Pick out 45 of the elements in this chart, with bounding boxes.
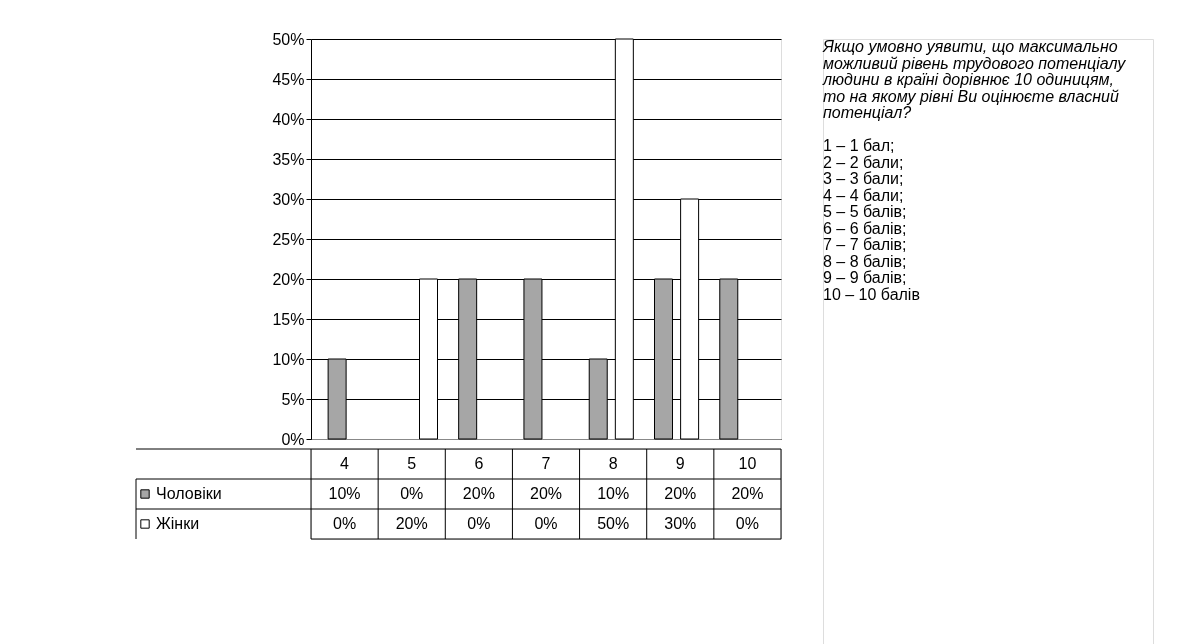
y-tick-label: 5% [281,390,305,408]
text: 3 – 3 бали; [823,170,904,187]
x-tick-label: 5 [407,455,417,472]
data-label: 30% [664,515,697,532]
y-tick-label: 0% [281,430,305,448]
y-tick-label: 35% [272,150,305,168]
data-label: 0% [735,515,759,532]
legend-label: Жінки [156,515,200,532]
data-label: 20% [395,515,428,532]
x-tick-label: 8 [608,455,618,472]
data-label: 50% [597,515,630,532]
data-label: 20% [462,485,495,502]
x-tick-label: 9 [675,455,685,472]
y-tick-label: 10% [272,350,305,368]
text: 1 – 1 бал; [823,137,895,154]
x-tick-label: 4 [340,455,350,472]
data-label: 0% [400,485,424,502]
data-label: 10% [597,485,630,502]
legend-label: Чоловіки [156,485,222,502]
y-tick-label: 30% [272,190,305,208]
y-tick-label: 25% [272,230,305,248]
text: 4 – 4 бали; [823,186,904,204]
y-tick-label: 50% [272,30,305,48]
text: 5 – 5 балів; [823,203,907,220]
data-label: 0% [333,515,357,532]
y-tick-label: 45% [272,70,305,88]
data-label: 10% [328,485,361,502]
text: 9 – 9 балів; [823,269,907,286]
x-tick-label: 10 [738,455,757,472]
text: 7 – 7 балів; [823,236,907,253]
data-label: 0% [534,515,558,532]
data-label: 20% [664,485,697,502]
data-label: 20% [731,485,764,502]
text: 8 – 8 балів; [823,252,907,270]
x-tick-label: 6 [474,455,484,472]
data-label: 20% [529,485,563,502]
text: Якщо умовно уявити, що максимально можливий рівень трудового потенціалу людини в країні дорівнює 10 одиницям, то на якому рівні Ви оцінюєте власний потенціал? [822,38,1127,121]
y-tick-label: 20% [272,270,305,288]
y-tick-label: 15% [272,310,305,328]
text: 10 – 10 балів [823,285,920,303]
data-label: 0% [467,515,491,532]
text: 2 – 2 бали; [823,153,904,171]
text: 6 – 6 балів; [823,219,907,237]
x-tick-label: 7 [541,455,551,472]
y-tick-label: 40% [272,110,305,128]
